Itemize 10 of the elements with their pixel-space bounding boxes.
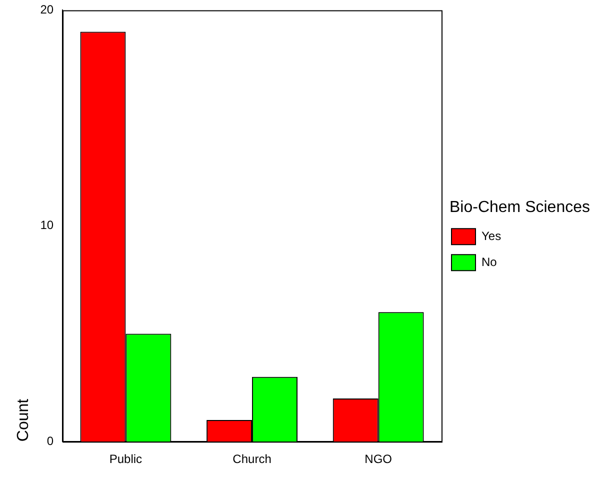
y-axis-title: Count	[15, 398, 32, 442]
x-tick-label: NGO	[364, 452, 392, 466]
y-tick-label: 10	[40, 218, 54, 232]
y-tick-label: 0	[46, 434, 54, 448]
y-tick-label: 20	[40, 2, 54, 17]
legend-label: Yes	[482, 228, 502, 243]
legend-label: No	[482, 254, 498, 269]
x-tick-label: Public	[109, 452, 142, 466]
x-tick-label: Church	[232, 452, 272, 466]
legend-title: Bio-Chem Sciences	[450, 198, 590, 216]
